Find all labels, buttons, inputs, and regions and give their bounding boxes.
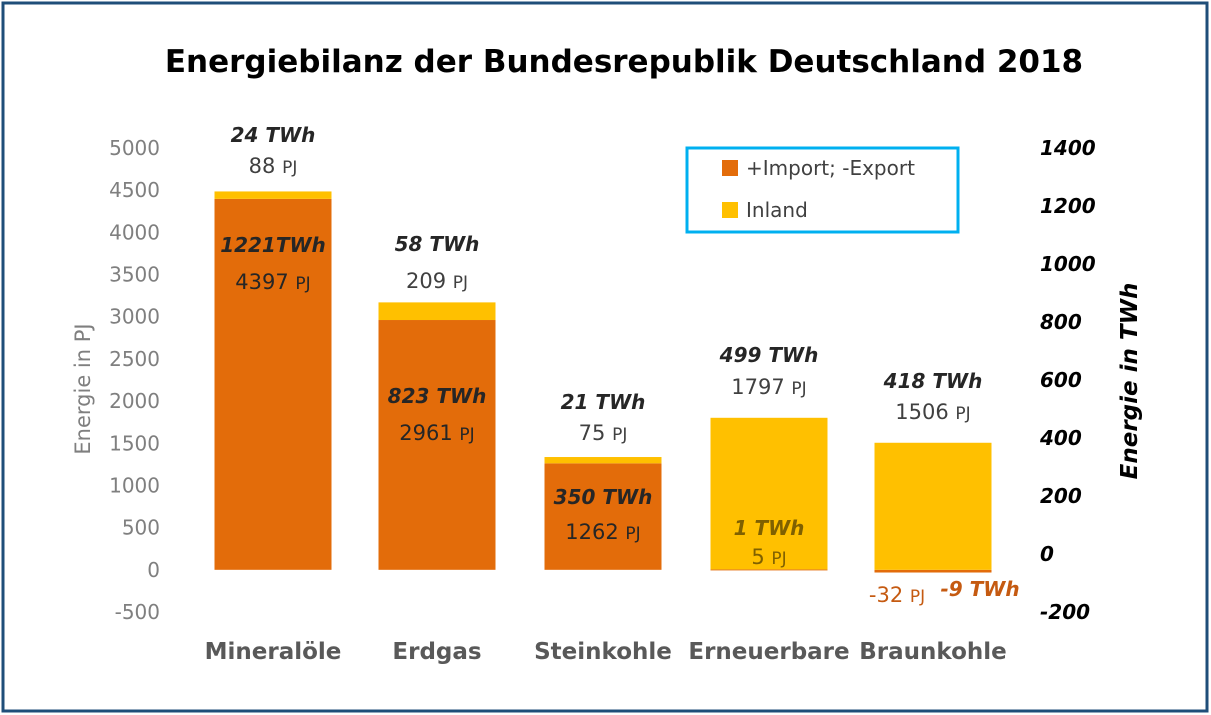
y-axis-ticks: 5000450040003500300025002000150010005000… (109, 136, 160, 624)
bar-inland (544, 457, 662, 464)
y-tick-label: 4000 (109, 220, 160, 244)
data-label-pj: 88 PJ (249, 154, 298, 178)
data-label-pj-unit: PJ (771, 549, 786, 569)
y-tick-label: 4500 (109, 178, 160, 202)
data-label-pj-value: 88 (249, 154, 282, 178)
bar-inland (214, 191, 332, 199)
y2-axis-ticks: 1400 1200 1000 800 600 400 200 0 -200 (1039, 136, 1096, 624)
data-label-pj: 1506 PJ (895, 400, 970, 424)
y-tick-label: 5000 (109, 136, 160, 160)
data-label-twh: 823 TWh (388, 384, 487, 408)
bar-import (378, 320, 496, 570)
y2-tick-label: -200 (1040, 600, 1090, 624)
data-label-twh: 418 TWh (883, 369, 983, 393)
data-label-pj: 5 PJ (751, 545, 786, 569)
y-tick-label: -500 (115, 600, 160, 624)
bar-import (874, 569, 992, 573)
y2-axis-label: Energie in TWh (1117, 283, 1143, 480)
data-label-pj-unit: PJ (295, 274, 310, 294)
data-label-pj: 75 PJ (579, 421, 628, 445)
data-label-pj-value: -32 (869, 583, 910, 607)
y2-tick-label: 200 (1040, 484, 1082, 508)
data-label-twh: 58 TWh (395, 232, 480, 256)
data-label-pj: 1262 PJ (565, 520, 640, 544)
legend-swatch-import (722, 160, 738, 176)
data-label-pj-unit: PJ (791, 379, 806, 399)
data-label-pj-value: 209 (406, 269, 453, 293)
category-label: Erdgas (392, 639, 481, 665)
data-label-pj-value: 1262 (565, 520, 625, 544)
bar-import (544, 463, 662, 570)
bars-group (214, 191, 992, 573)
y-tick-label: 3000 (109, 305, 160, 329)
legend: +Import; -Export Inland (685, 146, 960, 234)
data-label-pj-unit: PJ (625, 524, 640, 544)
data-label-pj-unit: PJ (612, 425, 627, 445)
category-label: Steinkohle (534, 639, 672, 665)
y2-tick-label: 600 (1040, 368, 1082, 392)
data-label-pj-unit: PJ (459, 425, 474, 445)
data-label-pj-value: 1797 (731, 375, 791, 399)
y2-tick-label: 1000 (1040, 252, 1096, 276)
category-labels: Mineralöle Erdgas Steinkohle Erneuerbare Bra… (205, 639, 1007, 665)
y-tick-label: 500 (122, 516, 160, 540)
category-label: Erneuerbare (688, 639, 849, 665)
y-tick-label: 2500 (109, 347, 160, 371)
data-label-twh: 24 TWh (231, 123, 316, 147)
data-label-twh: 350 TWh (554, 485, 653, 509)
legend-label-inland: Inland (746, 198, 808, 222)
data-label-pj: 209 PJ (406, 269, 468, 293)
legend-swatch-inland (722, 202, 738, 218)
data-label-twh: 21 TWh (561, 390, 646, 414)
data-label-pj-unit: PJ (282, 158, 297, 178)
legend-label-import: +Import; -Export (746, 156, 915, 180)
data-label-pj-value: 4397 (235, 270, 295, 294)
bar-import (710, 569, 828, 571)
data-label-pj-value: 2961 (399, 421, 459, 445)
data-label-pj: -32 PJ (869, 583, 925, 607)
data-label-twh: 1221TWh (220, 233, 326, 257)
y-tick-label: 1000 (109, 473, 160, 497)
bar-inland (710, 417, 828, 570)
data-label-twh: 499 TWh (719, 343, 819, 367)
data-label-pj-unit: PJ (910, 587, 925, 607)
data-label-twh: -9 TWh (940, 577, 1019, 601)
data-label-pj-value: 1506 (895, 400, 955, 424)
bar-inland (874, 442, 992, 570)
chart-title: Energiebilanz der Bundesrepublik Deutsch… (165, 44, 1083, 80)
y-axis-label: Energie in PJ (71, 323, 95, 454)
y2-tick-label: 800 (1040, 310, 1082, 334)
y-tick-label: 0 (147, 558, 160, 582)
y-tick-label: 1500 (109, 431, 160, 455)
y2-tick-label: 400 (1039, 426, 1082, 450)
y2-tick-label: 0 (1040, 542, 1054, 566)
y2-tick-label: 1200 (1040, 194, 1096, 218)
data-labels-group: 24 TWh 88 PJ 58 TWh 209 PJ 21 TWh 75 PJ 499 TW… (220, 123, 1019, 607)
y-tick-label: 2000 (109, 389, 160, 413)
data-label-pj: 2961 PJ (399, 421, 474, 445)
category-label: Braunkohle (859, 639, 1006, 665)
data-label-pj-unit: PJ (955, 404, 970, 424)
bar-import (214, 198, 332, 570)
bar-inland (378, 302, 496, 321)
y2-tick-label: 1400 (1040, 136, 1096, 160)
data-label-pj: 4397 PJ (235, 270, 310, 294)
data-label-pj-value: 75 (579, 421, 612, 445)
category-label: Mineralöle (205, 639, 342, 665)
y-tick-label: 3500 (109, 263, 160, 287)
data-label-pj: 1797 PJ (731, 375, 806, 399)
data-label-pj-value: 5 (751, 545, 771, 569)
data-label-pj-unit: PJ (453, 273, 468, 293)
data-label-twh: 1 TWh (734, 516, 805, 540)
